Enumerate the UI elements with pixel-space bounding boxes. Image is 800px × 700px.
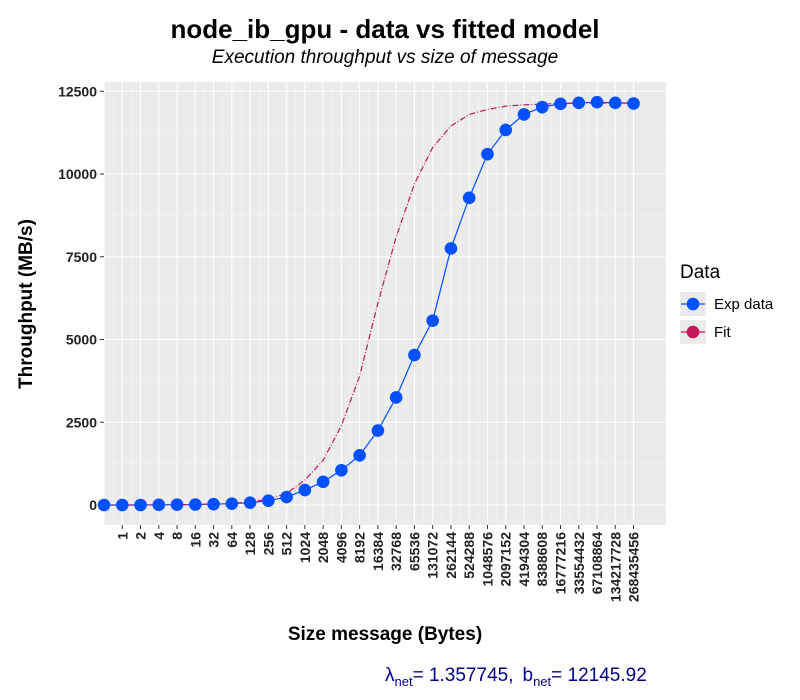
x-tick-label: 128 [242,532,258,556]
exp-data-point [371,424,385,437]
exp-data-point [207,497,220,511]
x-tick-label: 2 [133,532,149,540]
y-tick-label: 5000 [66,332,97,348]
x-tick-label: 1 [114,532,130,540]
exp-data-point [590,95,604,109]
legend: Data Exp data Fit [680,262,774,344]
x-tick-label: 64 [224,532,240,548]
b-symbol: b [522,665,533,686]
exp-data-point [481,147,494,161]
lambda-value: = 1.357745, [413,665,514,686]
exp-data-point [426,314,439,327]
x-tick-label: 512 [279,532,295,556]
b-subscript: net [533,674,551,689]
x-tick-label: 8388608 [534,532,550,587]
exp-data-point [262,494,275,507]
x-tick-label: 67108864 [589,532,605,595]
x-tick-label: 262144 [443,532,459,579]
exp-data-point [572,96,586,110]
exp-data-point [608,96,622,110]
exp-data-point [389,391,403,404]
exp-data-point [152,498,166,512]
exp-data-point [462,191,476,205]
x-tick-label: 33554432 [571,532,587,595]
exp-data-point [280,490,293,504]
legend-key-point [686,325,700,339]
y-tick-label: 12500 [58,83,97,99]
x-tick-label: 32768 [388,532,404,571]
x-tick-label: 16384 [370,532,386,571]
exp-data-point [189,498,202,511]
exp-data-point [298,483,312,497]
exp-data-point [134,498,147,512]
lambda-symbol: λ [385,665,395,686]
exp-data-point [499,123,513,137]
lambda-subscript: net [395,674,413,689]
legend-title: Data [680,262,721,283]
legend-entry-label: Exp data [714,296,774,313]
x-tick-label: 256 [260,532,276,556]
x-tick-label: 524288 [461,532,477,579]
x-tick-label: 65536 [406,532,422,571]
b-value: = 12145.92 [551,665,647,686]
x-tick-label: 16777216 [553,532,569,595]
y-axis: 0 2500 5000 7500 10000 12500 [58,83,104,513]
x-tick-label: 8 [169,532,185,540]
exp-data-point [225,497,239,510]
y-tick-label: 7500 [66,249,97,265]
x-axis-title: Size message (Bytes) [288,624,482,645]
x-tick-label: 2048 [315,532,331,563]
legend-key-point [686,297,700,311]
plot-panel [104,82,666,525]
grid-lines [103,82,666,525]
y-tick-label: 10000 [58,166,97,182]
chart-subtitle: Execution throughput vs size of message [212,47,558,68]
exp-data-point [316,475,330,489]
x-tick-label: 2097152 [498,532,514,587]
exp-data-point [335,463,348,477]
fit-parameters-annotation: λnet= 1.357745, bnet= 12145.92 [385,665,647,689]
exp-data-point [627,97,640,110]
x-tick-label: 134217728 [607,532,623,602]
y-tick-label: 0 [89,497,97,513]
y-axis-title: Throughput (MB/s) [16,219,37,389]
exp-data-point [517,108,531,121]
x-tick-label: 268435456 [626,532,642,602]
x-tick-label: 1024 [297,532,313,563]
x-tick-label: 16 [187,532,203,548]
exp-data-point [97,498,111,512]
legend-entries: Exp data Fit [680,292,774,344]
chart-title: node_ib_gpu - data vs fitted model [170,14,599,44]
x-axis: 1 2 4 8 16 32 64 128 256 512 1024 2048 4096 8192 16384… [114,525,642,602]
x-tick-label: 1048576 [479,532,495,587]
x-tick-label: 8192 [352,532,368,563]
exp-data-point [243,496,257,509]
exp-data-point [535,100,549,114]
legend-entry-label: Fit [714,324,731,341]
x-tick-label: 4194304 [516,532,532,587]
exp-data-point [408,348,421,362]
series-layer [97,95,640,512]
y-tick-label: 2500 [66,414,97,430]
x-tick-label: 131072 [425,532,441,579]
exp-data-point [115,498,129,512]
x-tick-label: 4096 [333,532,349,563]
x-tick-label: 4 [151,532,167,540]
exp-data-point [554,97,567,111]
x-tick-label: 32 [206,532,222,548]
exp-data-point [444,242,458,255]
exp-data-point [170,498,184,511]
exp-data-point [353,449,366,462]
